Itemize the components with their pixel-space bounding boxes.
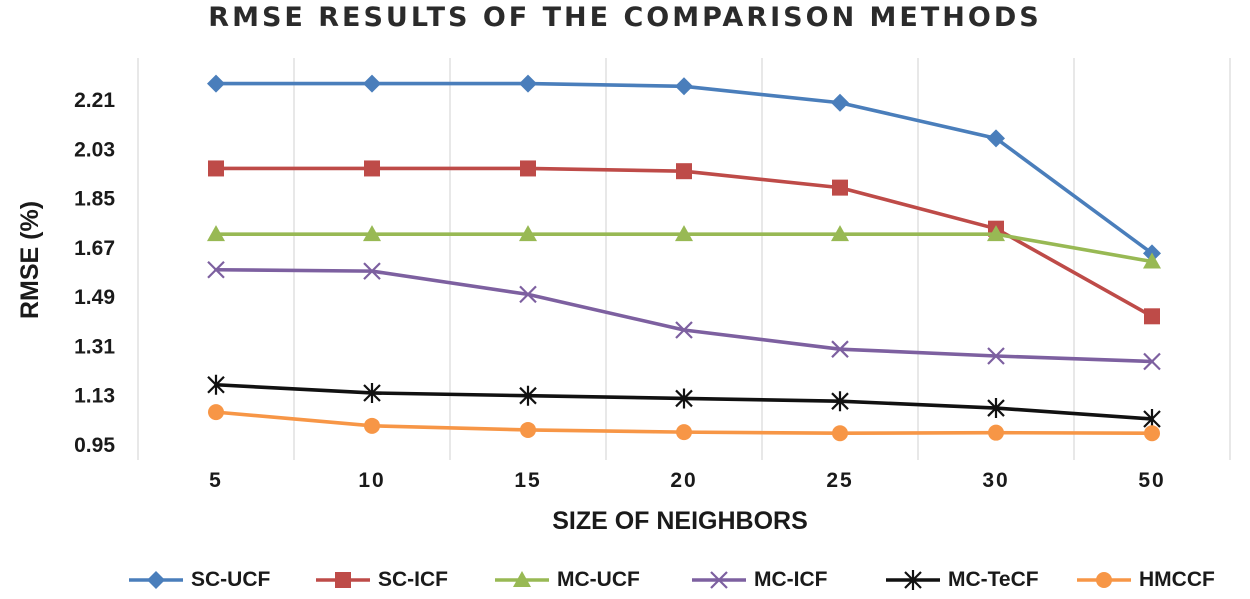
legend-swatch-mc-icf (692, 571, 746, 589)
legend-label: MC-TeCF (948, 568, 1039, 591)
x-tick-label: 25 (826, 469, 853, 492)
data-point-mc-tecf (675, 388, 693, 409)
y-tick-label: 1.13 (74, 385, 115, 408)
y-tick-label: 2.03 (74, 138, 115, 161)
series-line-sc-icf (214, 166, 1154, 319)
legend-marker-sc-icf (335, 572, 351, 588)
series-mc-tecf (207, 374, 1161, 429)
legend-label: SC-ICF (378, 568, 448, 591)
data-point-sc-icf (832, 179, 848, 196)
gridlines (137, 58, 1231, 460)
data-point-mc-icf (675, 321, 693, 339)
data-point-hmccf (1144, 425, 1160, 442)
data-point-hmccf (208, 404, 224, 421)
series-line-mc-icf (214, 267, 1154, 364)
data-point-mc-tecf (207, 374, 225, 395)
legend-marker-hmccf (1096, 572, 1112, 588)
legend-swatch-sc-ucf (129, 571, 183, 589)
line-chart: 0.95 1.13 1.31 1.49 1.67 1.85 2.03 2.21 5 10 15 20… (16, 58, 1231, 535)
chart-title: RMSE RESULTS OF THE COMPARISON METHODS (208, 2, 1042, 33)
legend-item-sc-icf: SC-ICF (314, 563, 448, 597)
legend-marker-mc-icf (710, 571, 728, 589)
data-point-sc-ucf (207, 74, 225, 93)
legend-marker-sc-ucf (147, 571, 165, 589)
data-point-mc-tecf (519, 385, 537, 406)
legend-label: SC-UCF (191, 568, 271, 591)
data-point-mc-ucf (519, 225, 537, 242)
data-point-sc-ucf (831, 93, 849, 112)
data-point-mc-ucf (831, 225, 849, 242)
legend-item-hmccf: HMCCF (1075, 563, 1215, 597)
data-point-sc-ucf (519, 74, 537, 93)
data-point-mc-icf (987, 347, 1005, 365)
legend-marker-mc-tecf (904, 570, 922, 590)
x-tick-label: 5 (209, 469, 223, 492)
series-hmccf (208, 404, 1160, 442)
legend-item-mc-tecf: MC-TeCF (884, 563, 1039, 597)
series-sc-ucf (207, 74, 1161, 263)
series-mc-icf (207, 260, 1161, 371)
series-group (207, 74, 1161, 442)
legend: SC-UCF SC-ICF MC-UCF MC-ICF MC-TeCF HMCCF (0, 563, 1250, 597)
data-point-mc-icf (207, 260, 225, 279)
data-point-sc-icf (520, 160, 536, 177)
data-point-mc-icf (519, 285, 537, 304)
legend-item-mc-icf: MC-ICF (690, 563, 827, 597)
data-point-mc-ucf (363, 225, 381, 242)
data-point-sc-ucf (363, 74, 381, 93)
data-point-mc-ucf (675, 225, 693, 242)
series-sc-icf (208, 160, 1160, 325)
data-point-mc-tecf (363, 382, 381, 403)
legend-swatch-mc-tecf (886, 570, 940, 590)
y-tick-label: 0.95 (74, 434, 115, 457)
series-mc-ucf (207, 225, 1161, 269)
data-point-hmccf (676, 424, 692, 441)
y-axis-label: RMSE (%) (16, 201, 44, 319)
legend-label: MC-ICF (754, 568, 828, 591)
data-point-sc-ucf (987, 129, 1005, 148)
data-point-mc-icf (1143, 352, 1161, 371)
data-point-mc-icf (363, 262, 381, 280)
data-point-hmccf (364, 417, 380, 434)
data-point-sc-ucf (675, 77, 693, 96)
legend-item-mc-ucf: MC-UCF (493, 563, 640, 597)
y-tick-label: 1.67 (74, 237, 115, 260)
data-point-hmccf (832, 425, 848, 442)
legend-swatch-hmccf (1077, 572, 1131, 588)
data-point-sc-icf (1144, 308, 1160, 325)
y-axis-ticks: 0.95 1.13 1.31 1.49 1.67 1.85 2.03 2.21 (74, 89, 115, 457)
legend-label: HMCCF (1139, 568, 1215, 591)
legend-swatch-sc-icf (316, 572, 370, 588)
data-point-mc-tecf (987, 398, 1005, 419)
data-point-mc-tecf (831, 391, 849, 412)
data-point-hmccf (988, 424, 1004, 441)
x-tick-label: 20 (670, 469, 697, 492)
x-tick-label: 50 (1138, 469, 1165, 492)
x-axis-ticks: 5 10 15 20 25 30 50 (209, 469, 1165, 492)
legend-marker-mc-ucf (513, 571, 531, 587)
y-tick-label: 1.49 (74, 286, 115, 309)
legend-item-sc-ucf: SC-UCF (127, 563, 270, 597)
x-tick-label: 30 (982, 469, 1009, 492)
y-tick-label: 1.85 (74, 188, 115, 211)
x-tick-label: 15 (514, 469, 541, 492)
y-tick-label: 1.31 (74, 335, 115, 358)
legend-label: MC-UCF (557, 568, 640, 591)
data-point-sc-icf (676, 163, 692, 180)
data-point-hmccf (520, 421, 536, 438)
data-point-mc-icf (831, 340, 849, 358)
data-point-sc-icf (364, 160, 380, 177)
x-axis-label: SIZE OF NEIGHBORS (552, 507, 808, 535)
data-point-mc-ucf (1143, 252, 1161, 269)
data-point-mc-ucf (987, 225, 1005, 242)
data-point-sc-icf (208, 160, 224, 177)
y-tick-label: 2.21 (74, 89, 115, 112)
data-point-mc-ucf (207, 225, 225, 242)
x-tick-label: 10 (358, 469, 385, 492)
legend-swatch-mc-ucf (495, 571, 549, 587)
